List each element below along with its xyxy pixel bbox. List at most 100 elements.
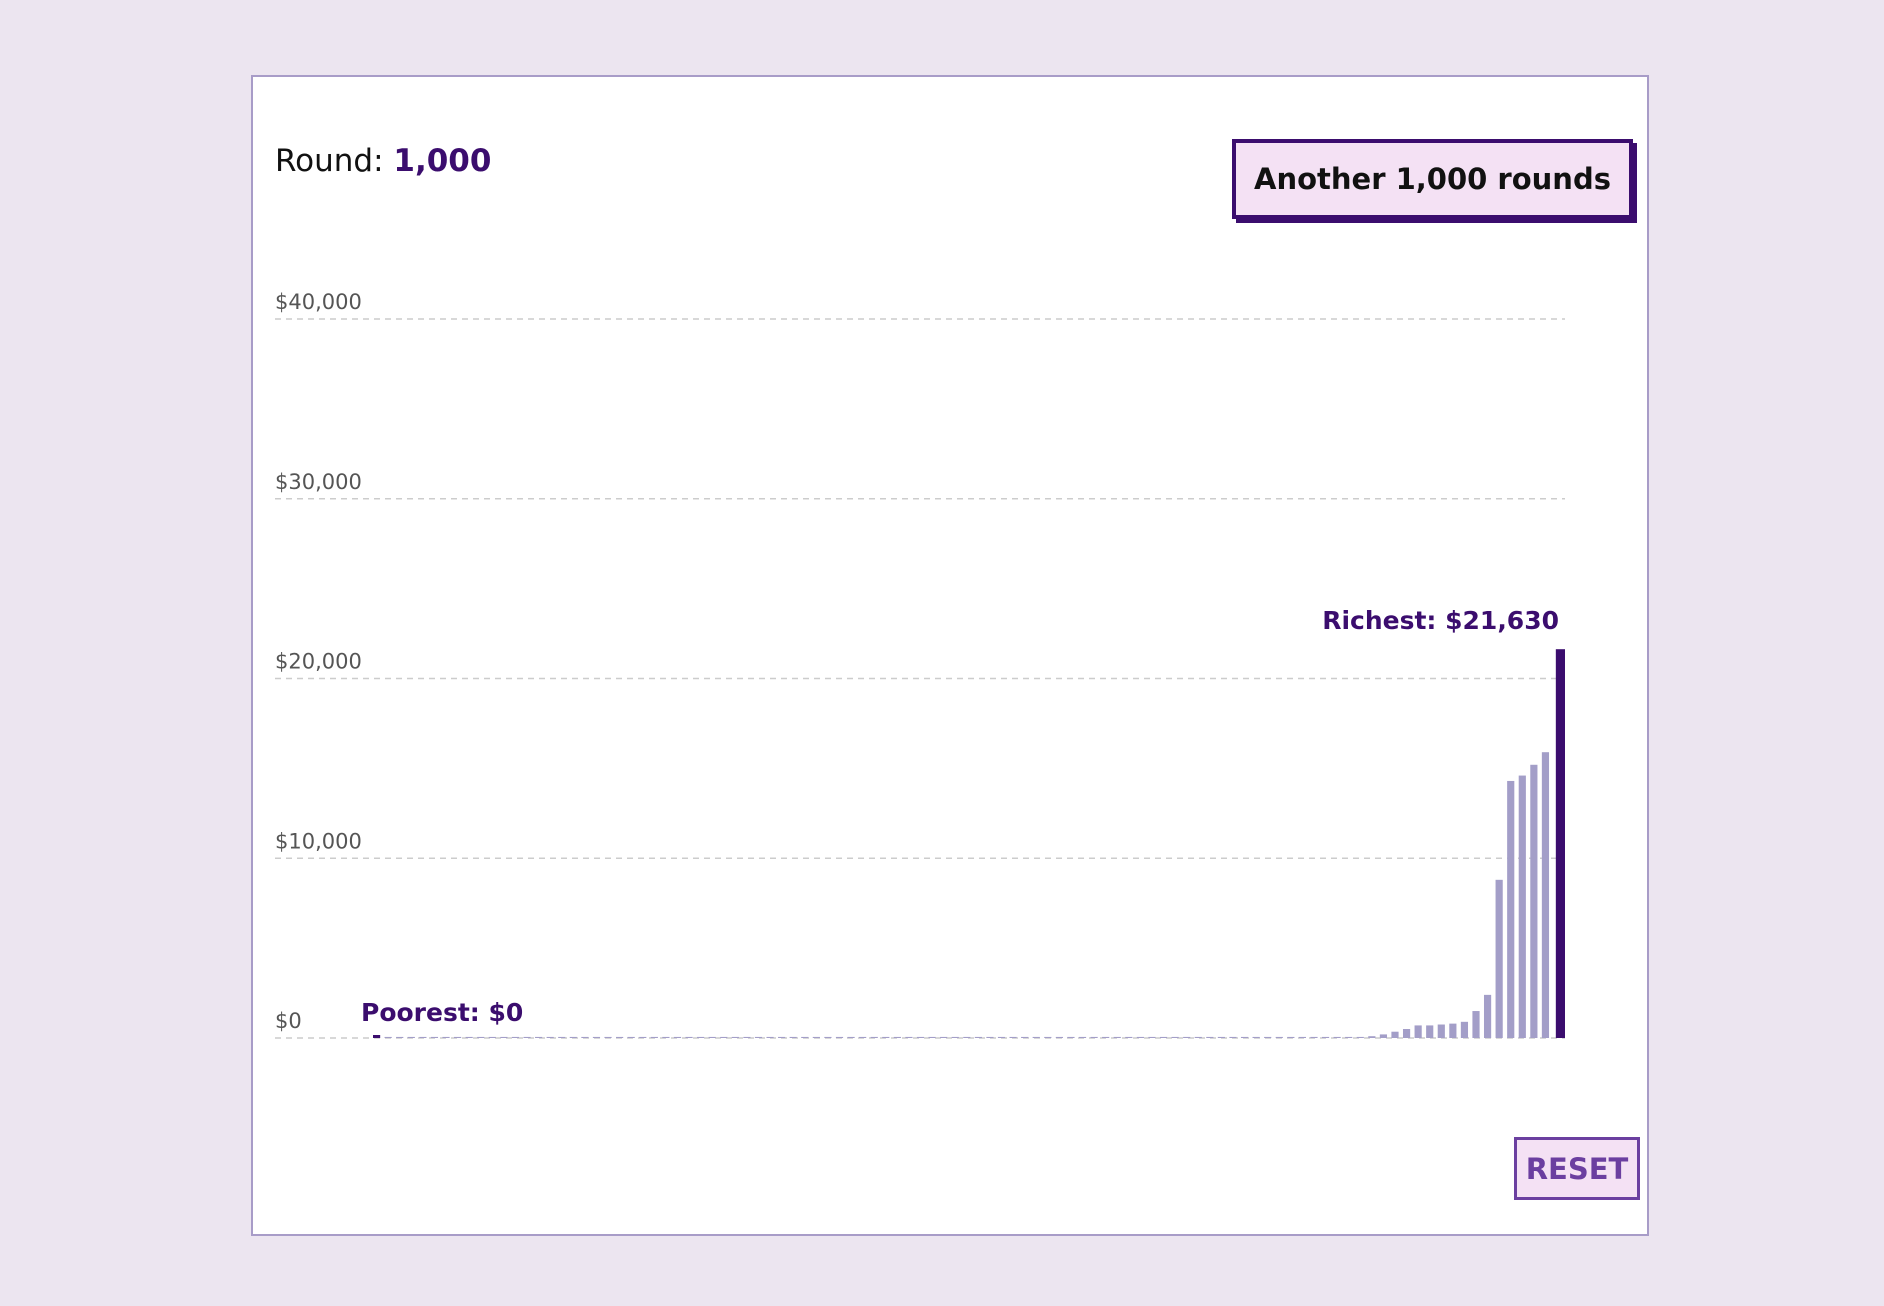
wealth-bar (1391, 1031, 1399, 1038)
wealth-bar (1113, 1036, 1121, 1038)
wealth-bar (558, 1036, 566, 1038)
y-tick-label: $30,000 (275, 470, 362, 494)
wealth-bar (940, 1036, 948, 1038)
wealth-bar (511, 1036, 520, 1038)
wealth-bar (1287, 1036, 1295, 1038)
wealth-bar (847, 1036, 855, 1038)
wealth-bar (1402, 1029, 1411, 1038)
wealth-bar (720, 1036, 728, 1038)
wealth-bar (1449, 1023, 1457, 1038)
round-counter: Round: 1,000 (275, 143, 491, 179)
wealth-bar (500, 1036, 508, 1038)
y-tick-label: $40,000 (275, 290, 362, 314)
wealth-bar (928, 1036, 936, 1038)
wealth-bar (1009, 1036, 1017, 1038)
reset-button[interactable]: RESET (1514, 1137, 1640, 1200)
wealth-bar (639, 1036, 647, 1038)
wealth-bar (1102, 1036, 1110, 1038)
wealth-bar (1518, 775, 1526, 1038)
y-tick-label: $20,000 (275, 650, 362, 674)
wealth-bar (1275, 1036, 1283, 1038)
wealth-bar (1345, 1036, 1353, 1038)
wealth-bar (1333, 1036, 1341, 1038)
round-label: Round: (275, 143, 384, 179)
wealth-bar (1136, 1036, 1144, 1038)
wealth-bar (1483, 994, 1492, 1038)
wealth-bar (1379, 1034, 1388, 1038)
wealth-bar (430, 1036, 439, 1038)
wealth-bar (442, 1036, 450, 1038)
another-rounds-button[interactable]: Another 1,000 rounds (1232, 139, 1633, 219)
wealth-bar (893, 1036, 901, 1038)
wealth-bar (801, 1036, 809, 1038)
wealth-bar (616, 1036, 624, 1038)
richest-bar (1555, 649, 1565, 1038)
wealth-bar (1206, 1036, 1214, 1038)
wealth-bar (997, 1036, 1006, 1038)
y-tick-label: $0 (275, 1009, 302, 1033)
wealth-bar (592, 1036, 601, 1038)
poorest-annotation: Poorest: $0 (361, 998, 523, 1027)
wealth-bar (1229, 1036, 1237, 1038)
y-tick-label: $10,000 (275, 829, 362, 853)
wealth-bar (407, 1036, 415, 1038)
wealth-bar (824, 1036, 832, 1038)
wealth-bar (951, 1036, 959, 1038)
wealth-bar (1021, 1036, 1029, 1038)
wealth-bar (870, 1036, 878, 1038)
wealth-bar (488, 1036, 496, 1038)
wealth-bar (523, 1036, 531, 1038)
wealth-bar (1217, 1036, 1225, 1038)
wealth-bar (1032, 1036, 1040, 1038)
wealth-bar (673, 1036, 682, 1038)
wealth-bar (396, 1036, 404, 1038)
wealth-bar (1055, 1036, 1063, 1038)
wealth-bar (778, 1036, 786, 1038)
wealth-bar (1368, 1036, 1376, 1038)
round-value: 1,000 (393, 143, 492, 179)
wealth-bar (1125, 1036, 1133, 1038)
wealth-bar (697, 1036, 705, 1038)
wealth-bar (731, 1036, 739, 1038)
wealth-bar (963, 1036, 971, 1038)
wealth-bar (789, 1036, 797, 1038)
wealth-bar (708, 1036, 716, 1038)
wealth-bar (477, 1036, 485, 1038)
wealth-bar (1252, 1036, 1260, 1038)
wealth-bar (1090, 1036, 1098, 1038)
wealth-bar (882, 1036, 890, 1038)
richest-annotation: Richest: $21,630 (1322, 606, 1559, 635)
wealth-bar (535, 1036, 543, 1038)
wealth-bar (1067, 1036, 1075, 1038)
wealth-bar (1148, 1036, 1156, 1038)
wealth-bar (454, 1036, 462, 1038)
wealth-bar (1530, 764, 1538, 1038)
wealth-bar (1426, 1025, 1434, 1038)
wealth-bar (1472, 1011, 1480, 1038)
wealth-bar (662, 1036, 670, 1038)
wealth-bar (1495, 879, 1503, 1038)
wealth-bar (627, 1036, 635, 1038)
wealth-bar (1183, 1036, 1191, 1038)
wealth-bar (986, 1036, 994, 1038)
wealth-bar (812, 1036, 820, 1038)
wealth-bar (1171, 1036, 1179, 1038)
wealth-bar (1264, 1036, 1272, 1038)
wealth-bar (546, 1036, 554, 1038)
wealth-bar (604, 1036, 612, 1038)
wealth-bar (1460, 1021, 1469, 1038)
wealth-bar (1321, 1036, 1330, 1038)
wealth-distribution-chart: $0 $10,000 $20,000 $30,000 $40,000 Poorest: $… (275, 290, 1565, 1039)
wealth-bar (1414, 1025, 1422, 1038)
wealth-bar (569, 1036, 577, 1038)
wealth-bar (1310, 1036, 1318, 1038)
wealth-bar (465, 1036, 473, 1038)
wealth-bar (384, 1036, 392, 1038)
wealth-bar (1240, 1036, 1249, 1038)
wealth-bar (859, 1036, 867, 1038)
wealth-bar (916, 1036, 925, 1038)
wealth-bar (743, 1036, 751, 1038)
wealth-bar (835, 1036, 844, 1038)
wealth-bar (766, 1036, 774, 1038)
wealth-bar (1194, 1036, 1202, 1038)
